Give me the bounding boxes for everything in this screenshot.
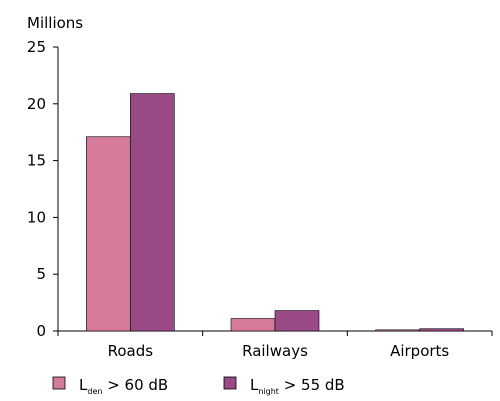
legend-item-2: Lnight > 55 dB [223,376,345,396]
y-tick-label: 5 [36,265,46,283]
x-tick-label-airports: Airports [390,342,449,360]
bar-railways-series-2 [274,310,320,332]
bars [86,93,464,332]
legend-label: Lnight > 55 dB [250,376,345,396]
x-ticks [57,331,493,336]
legend: Lden > 60 dB Lnight > 55 dB [52,376,345,396]
x-tick-label-railways: Railways [242,342,308,360]
legend-label: Lden > 60 dB [79,376,168,396]
x-tick-label-roads: Roads [108,342,154,360]
bar-roads-series-1 [86,136,131,332]
legend-item-1: Lden > 60 dB [52,376,168,396]
y-tick-label: 0 [36,322,46,340]
y-tick-label: 15 [27,152,46,170]
y-tick-label: 20 [27,95,46,113]
y-ticks: 0 5 10 15 20 25 [27,38,58,340]
legend-swatch [52,376,66,390]
legend-swatch [223,376,237,390]
bar-airports-series-1 [375,329,420,332]
y-axis-label: Millions [27,14,83,32]
x-tick-labels: Roads Railways Airports [108,342,450,360]
bar-airports-series-2 [419,328,464,332]
y-tick-label: 10 [27,208,46,226]
bar-railways-series-1 [230,318,276,332]
bar-roads-series-2 [130,93,175,332]
y-tick-label: 25 [27,38,46,56]
